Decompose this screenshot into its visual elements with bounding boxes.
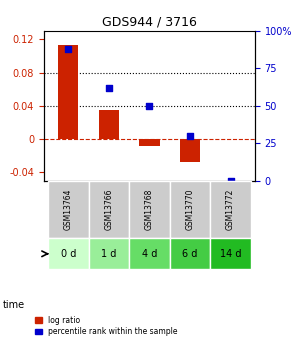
FancyBboxPatch shape	[48, 238, 88, 269]
Text: 6 d: 6 d	[182, 249, 198, 259]
Text: 14 d: 14 d	[220, 249, 241, 259]
Text: 0 d: 0 d	[61, 249, 76, 259]
FancyBboxPatch shape	[170, 181, 210, 238]
FancyBboxPatch shape	[210, 181, 251, 238]
Text: GSM13772: GSM13772	[226, 189, 235, 230]
FancyBboxPatch shape	[88, 181, 129, 238]
Bar	[180, 139, 200, 162]
Bar	[58, 45, 79, 139]
Text: GSM13770: GSM13770	[185, 189, 195, 230]
FancyBboxPatch shape	[170, 238, 210, 269]
Bar	[99, 110, 119, 139]
Text: GSM13768: GSM13768	[145, 189, 154, 230]
FancyBboxPatch shape	[129, 181, 170, 238]
FancyBboxPatch shape	[88, 238, 129, 269]
Text: time: time	[3, 300, 25, 310]
Legend: log ratio, percentile rank within the sample: log ratio, percentile rank within the sa…	[33, 314, 179, 338]
Point	[147, 103, 152, 109]
Point	[66, 46, 71, 52]
Point	[107, 85, 111, 91]
Bar	[139, 139, 160, 146]
Point	[188, 133, 192, 139]
FancyBboxPatch shape	[210, 238, 251, 269]
Text: 1 d: 1 d	[101, 249, 117, 259]
FancyBboxPatch shape	[48, 181, 88, 238]
FancyBboxPatch shape	[129, 238, 170, 269]
Point	[228, 178, 233, 184]
Text: GSM13766: GSM13766	[104, 189, 113, 230]
Title: GDS944 / 3716: GDS944 / 3716	[102, 16, 197, 29]
Text: 4 d: 4 d	[142, 249, 157, 259]
Text: GSM13764: GSM13764	[64, 189, 73, 230]
